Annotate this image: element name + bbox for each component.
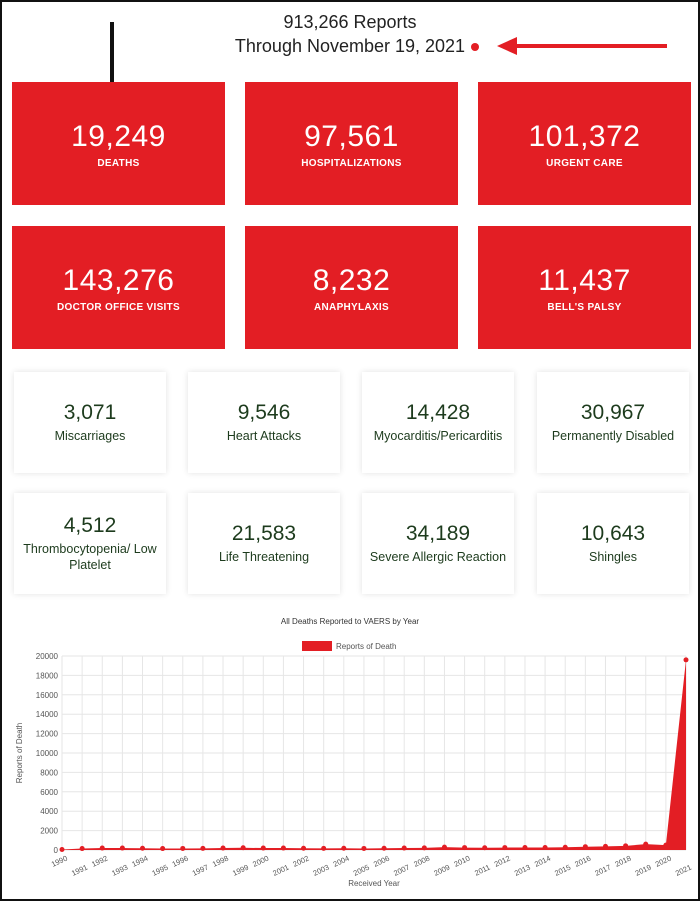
stat-label: DEATHS xyxy=(97,158,140,169)
stat-value: 34,189 xyxy=(405,522,471,545)
stat-label: Heart Attacks xyxy=(226,429,302,443)
stat-value: 97,561 xyxy=(304,120,399,153)
stat-card: 9,546 Heart Attacks xyxy=(188,372,340,473)
red-arrow-head xyxy=(497,37,517,55)
stat-card: 21,583 Life Threatening xyxy=(188,493,340,594)
stat-value: 11,437 xyxy=(538,264,631,297)
report-date: Through November 19, 2021 xyxy=(234,36,466,56)
stat-value: 21,583 xyxy=(231,522,297,545)
stat-label: Life Threatening xyxy=(218,550,310,564)
info-dot xyxy=(471,43,479,51)
stat-card: 8,232 ANAPHYLAXIS xyxy=(245,226,458,349)
stat-card: 3,071 Miscarriages xyxy=(14,372,166,473)
stat-label: Shingles xyxy=(589,550,637,564)
stat-card: 11,437 BELL'S PALSY xyxy=(478,226,691,349)
stat-value: 14,428 xyxy=(405,401,471,424)
stat-label: URGENT CARE xyxy=(546,158,623,169)
stat-card: 30,967 Permanently Disabled xyxy=(537,372,689,473)
stat-label: Miscarriages xyxy=(54,429,126,443)
stat-card: 10,643 Shingles xyxy=(537,493,689,594)
stat-card: 97,561 HOSPITALIZATIONS xyxy=(245,82,458,205)
stat-value: 30,967 xyxy=(580,401,646,424)
stat-card: 143,276 DOCTOR OFFICE VISITS xyxy=(12,226,225,349)
stat-label: Permanently Disabled xyxy=(551,429,675,443)
stat-value: 3,071 xyxy=(63,401,117,424)
stat-label: Thrombocytopenia/ Low Platelet xyxy=(23,542,157,572)
stat-value: 8,232 xyxy=(312,264,391,297)
stat-value: 19,249 xyxy=(71,120,166,153)
stat-card: 14,428 Myocarditis/Pericarditis xyxy=(362,372,514,473)
stat-label: Myocarditis/Pericarditis xyxy=(373,429,503,443)
stat-label: Severe Allergic Reaction xyxy=(369,550,507,564)
stat-card: 101,372 URGENT CARE xyxy=(478,82,691,205)
stat-label: ANAPHYLAXIS xyxy=(314,302,389,313)
stat-label: DOCTOR OFFICE VISITS xyxy=(56,302,181,313)
stat-card: 34,189 Severe Allergic Reaction xyxy=(362,493,514,594)
stat-card: 19,249 DEATHS xyxy=(12,82,225,205)
stat-label: BELL'S PALSY xyxy=(547,302,622,313)
report-count: 913,266 Reports xyxy=(283,12,417,32)
stat-value: 101,372 xyxy=(528,120,641,153)
stat-value: 10,643 xyxy=(580,522,646,545)
stat-value: 4,512 xyxy=(63,514,117,537)
stat-value: 143,276 xyxy=(62,264,175,297)
stat-label: HOSPITALIZATIONS xyxy=(301,158,402,169)
stat-value: 9,546 xyxy=(237,401,291,424)
stat-card: 4,512 Thrombocytopenia/ Low Platelet xyxy=(14,493,166,594)
